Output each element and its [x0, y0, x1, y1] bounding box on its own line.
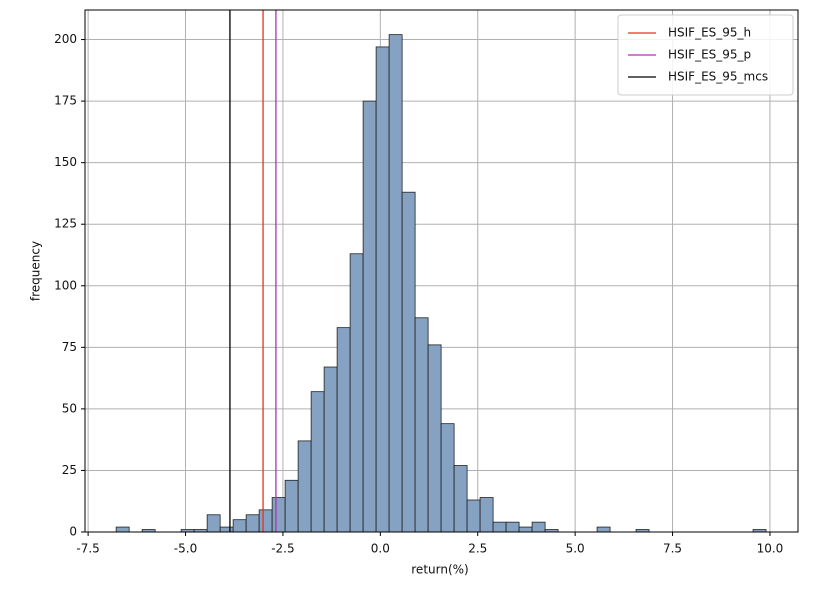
x-tick-label: 2.5: [468, 542, 487, 556]
bar: [115, 526, 130, 533]
legend-box: [617, 14, 794, 96]
bar: [414, 317, 429, 533]
bar: [219, 526, 234, 533]
bar: [284, 479, 299, 533]
bar: [388, 34, 403, 533]
bar: [479, 497, 494, 533]
legend-label: HSIF_ES_95_mcs: [668, 70, 768, 84]
y-tick-label: 50: [62, 401, 77, 415]
y-tick-label: 0: [69, 525, 77, 539]
plot-frame: [84, 9, 799, 533]
x-tick-label: 10.0: [757, 542, 784, 556]
bar: [375, 46, 390, 533]
bar: [492, 521, 507, 533]
y-tick-label: 150: [54, 155, 77, 169]
legend-label: HSIF_ES_95_h: [668, 26, 751, 40]
bar: [232, 519, 247, 533]
bar: [271, 497, 286, 533]
x-axis-label: return(%): [411, 563, 468, 577]
bar: [505, 521, 520, 533]
y-axis-label: frequency: [29, 241, 43, 301]
bar: [349, 253, 364, 533]
bar: [323, 366, 338, 533]
x-tick-label: 5.0: [566, 542, 585, 556]
y-tick-label: 125: [54, 217, 77, 231]
bar: [310, 391, 325, 533]
y-tick-label: 200: [54, 32, 77, 46]
bar: [258, 509, 273, 533]
x-tick-label: -7.5: [76, 542, 99, 556]
x-tick-label: 7.5: [663, 542, 682, 556]
bar: [297, 440, 312, 533]
bar: [245, 514, 260, 533]
legend-label: HSIF_ES_95_p: [668, 48, 751, 62]
x-tick-label: 0.0: [371, 542, 390, 556]
y-tick-label: 100: [54, 278, 77, 292]
bar: [453, 465, 468, 533]
bar: [466, 499, 481, 533]
bar: [362, 100, 377, 533]
bar: [440, 423, 455, 533]
y-tick-label: 25: [62, 463, 77, 477]
bar: [427, 344, 442, 533]
x-tick-label: -5.0: [174, 542, 197, 556]
bar: [518, 526, 533, 533]
bar: [206, 514, 221, 533]
x-tick-label: -2.5: [271, 542, 294, 556]
bar: [531, 521, 546, 533]
y-tick-label: 175: [54, 94, 77, 108]
bar: [401, 191, 416, 533]
bar: [336, 327, 351, 533]
y-tick-label: 75: [62, 340, 77, 354]
bar: [596, 526, 611, 533]
